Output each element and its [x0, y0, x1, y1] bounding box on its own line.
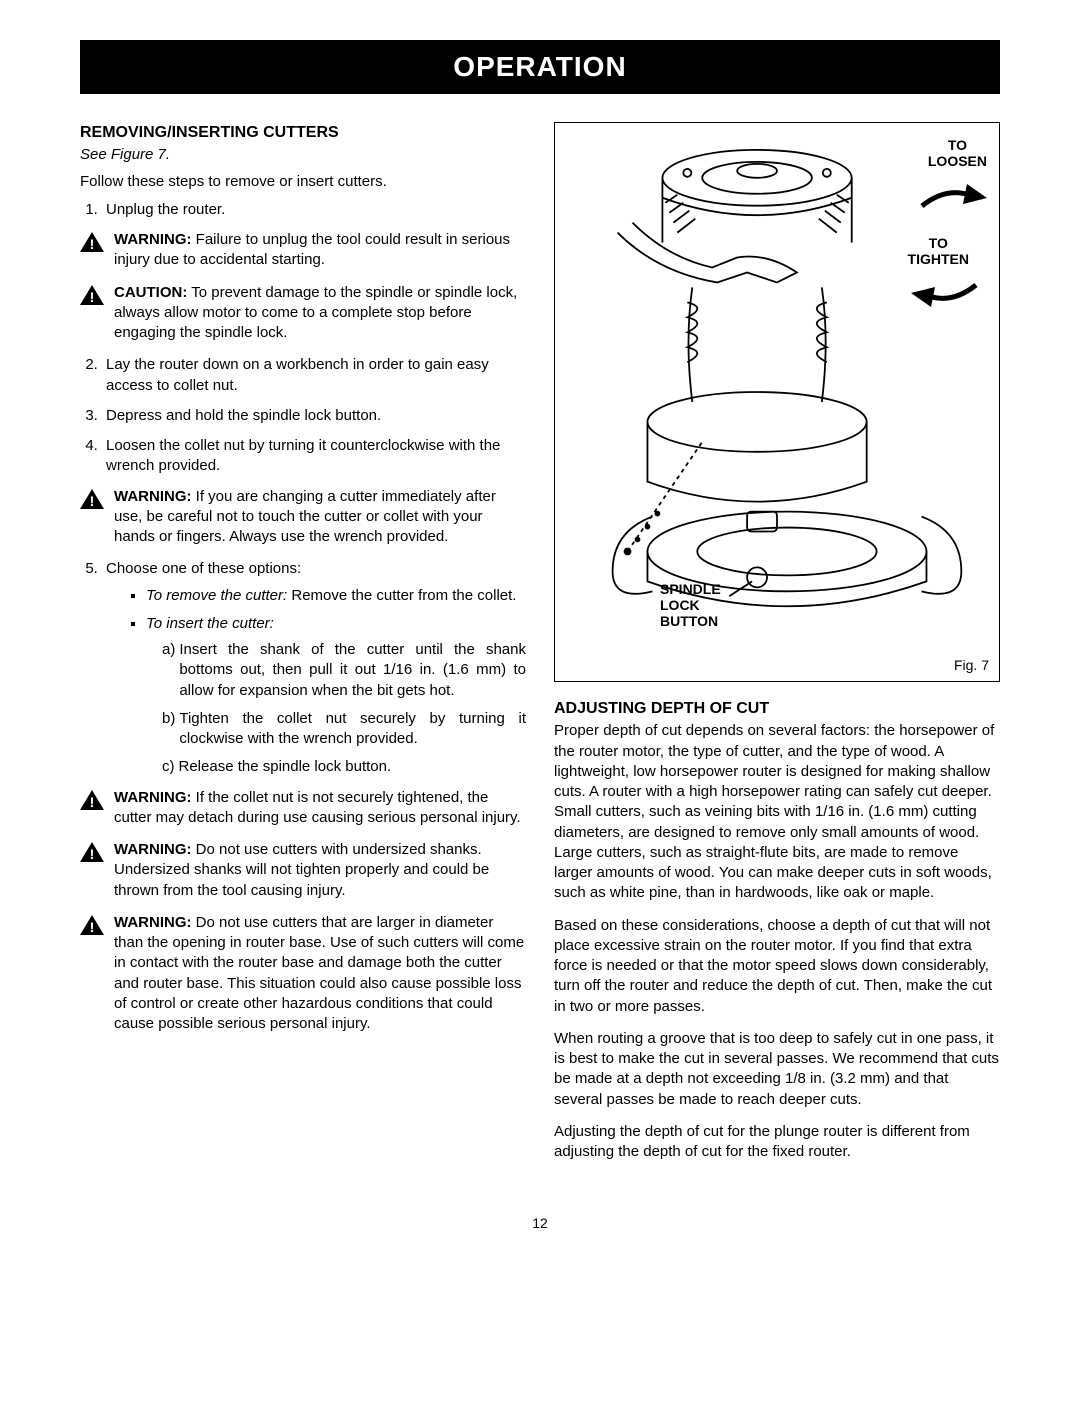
option-insert-em: To insert the cutter:: [146, 615, 274, 632]
steps-list-5: Choose one of these options: To remove t…: [80, 559, 526, 777]
step-2: Lay the router down on a workbench in or…: [102, 355, 526, 396]
svg-text:!: !: [90, 493, 95, 509]
option-insert: To insert the cutter: a)Insert the shank…: [146, 614, 526, 778]
figure-7: TO LOOSEN TO TIGHTEN SPINDLE LOCK BUTTON…: [554, 122, 1000, 682]
svg-text:!: !: [90, 289, 95, 305]
step-5: Choose one of these options: To remove t…: [102, 559, 526, 777]
two-column-layout: REMOVING/INSERTING CUTTERS See Figure 7.…: [80, 122, 1000, 1175]
option-remove: To remove the cutter: Remove the cutter …: [146, 586, 526, 606]
warning-text: WARNING: Failure to unplug the tool coul…: [114, 230, 526, 271]
warning-icon: !: [80, 915, 104, 935]
insert-c: c)Release the spindle lock button.: [162, 757, 526, 777]
loosen-arrow-icon: [917, 178, 987, 218]
section-banner: OPERATION: [80, 40, 1000, 94]
caution-icon: !: [80, 285, 104, 305]
warning-label: WARNING:: [114, 789, 192, 806]
step-3: Depress and hold the spindle lock button…: [102, 406, 526, 426]
warning-oversized: ! WARNING: Do not use cutters that are l…: [80, 913, 526, 1035]
warning-icon: !: [80, 232, 104, 252]
tighten-arrow-icon: [911, 273, 981, 313]
insert-b: b)Tighten the collet nut securely by tur…: [162, 709, 526, 750]
warning-text: WARNING: If you are changing a cutter im…: [114, 487, 526, 548]
label-b: b): [162, 709, 175, 750]
insert-b-text: Tighten the collet nut securely by turni…: [179, 709, 526, 750]
warning-label: WARNING:: [114, 841, 192, 858]
caution-spindle: ! CAUTION: To prevent damage to the spin…: [80, 283, 526, 344]
warning-icon: !: [80, 790, 104, 810]
steps-list-2: Lay the router down on a workbench in or…: [80, 355, 526, 476]
warning-icon: !: [80, 489, 104, 509]
warning-collet: ! WARNING: If the collet nut is not secu…: [80, 788, 526, 829]
svg-text:!: !: [90, 919, 95, 935]
label-a: a): [162, 640, 175, 701]
warning-text: WARNING: Do not use cutters that are lar…: [114, 913, 526, 1035]
steps-list: Unplug the router.: [80, 200, 526, 220]
warning-text: WARNING: If the collet nut is not secure…: [114, 788, 526, 829]
label-to-loosen: TO LOOSEN: [928, 137, 987, 169]
right-column: TO LOOSEN TO TIGHTEN SPINDLE LOCK BUTTON…: [554, 122, 1000, 1175]
option-remove-em: To remove the cutter:: [146, 587, 287, 604]
label-spindle-lock: SPINDLE LOCK BUTTON: [660, 581, 721, 629]
insert-a: a)Insert the shank of the cutter until t…: [162, 640, 526, 701]
warning-label: WARNING:: [114, 231, 192, 248]
caution-text: CAUTION: To prevent damage to the spindl…: [114, 283, 526, 344]
figure-reference: See Figure 7.: [80, 145, 526, 165]
caution-label: CAUTION:: [114, 284, 187, 301]
step-1: Unplug the router.: [102, 200, 526, 220]
left-column: REMOVING/INSERTING CUTTERS See Figure 7.…: [80, 122, 526, 1175]
warning-undersized: ! WARNING: Do not use cutters with under…: [80, 840, 526, 901]
warning-hot-cutter: ! WARNING: If you are changing a cutter …: [80, 487, 526, 548]
warning-text: WARNING: Do not use cutters with undersi…: [114, 840, 526, 901]
step-5-text: Choose one of these options:: [106, 560, 301, 577]
warning-body: Do not use cutters that are larger in di…: [114, 914, 524, 1032]
option-remove-rest: Remove the cutter from the collet.: [287, 587, 516, 604]
insert-sublist: a)Insert the shank of the cutter until t…: [146, 640, 526, 778]
warning-label: WARNING:: [114, 914, 192, 931]
warning-label: WARNING:: [114, 488, 192, 505]
label-to-tighten: TO TIGHTEN: [908, 235, 969, 267]
page-number: 12: [80, 1214, 1000, 1233]
insert-c-text: Release the spindle lock button.: [179, 757, 392, 777]
step-4: Loosen the collet nut by turning it coun…: [102, 436, 526, 477]
warning-unplug: ! WARNING: Failure to unplug the tool co…: [80, 230, 526, 271]
intro-text: Follow these steps to remove or insert c…: [80, 172, 526, 192]
insert-a-text: Insert the shank of the cutter until the…: [179, 640, 526, 701]
options-list: To remove the cutter: Remove the cutter …: [106, 586, 526, 778]
warning-icon: !: [80, 842, 104, 862]
depth-p2: Based on these considerations, choose a …: [554, 916, 1000, 1017]
depth-p4: Adjusting the depth of cut for the plung…: [554, 1122, 1000, 1163]
heading-depth: ADJUSTING DEPTH OF CUT: [554, 698, 1000, 720]
svg-text:!: !: [90, 236, 95, 252]
depth-p1: Proper depth of cut depends on several f…: [554, 721, 1000, 903]
svg-text:!: !: [90, 846, 95, 862]
label-c: c): [162, 757, 175, 777]
figure-caption: Fig. 7: [954, 656, 989, 675]
depth-p3: When routing a groove that is too deep t…: [554, 1029, 1000, 1110]
heading-removing: REMOVING/INSERTING CUTTERS: [80, 122, 526, 144]
svg-text:!: !: [90, 794, 95, 810]
